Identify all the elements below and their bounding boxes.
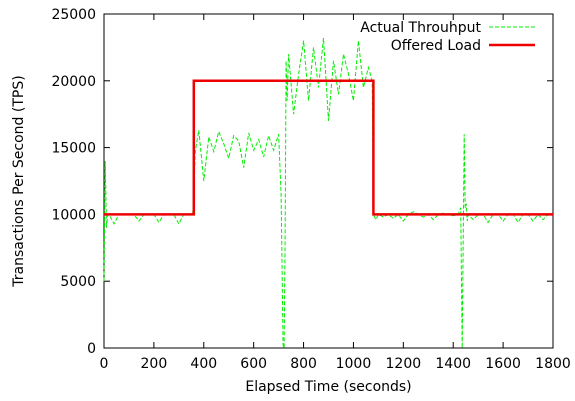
series-line-actual-throughput [103,37,553,349]
x-axis-label: Elapsed Time (seconds) [245,379,411,395]
y-axis-label: Transactions Per Second (TPS) [11,75,27,287]
y-tick-label: 0 [87,341,96,357]
plot-frame [103,13,554,349]
x-tick-label: 1800 [535,356,571,372]
x-tick-label: 0 [100,356,109,372]
x-tick-label: 800 [290,356,317,372]
y-tick-label: 5000 [60,274,96,290]
x-tick-label: 1400 [435,356,471,372]
x-tick-label: 400 [190,356,217,372]
y-tick-label: 10000 [51,207,96,223]
y-tick-label: 20000 [51,74,96,90]
y-tick-label: 15000 [51,141,96,157]
x-tick-label: 1200 [386,356,422,372]
legend-label: Actual Throuhput [360,20,481,36]
series-layer [103,37,553,349]
x-tick-label: 1000 [336,356,372,372]
x-tick-label: 600 [240,356,267,372]
y-tick-label: 25000 [51,7,96,23]
x-axis: 0 200 400 600 800 1000 1200 1400 1600 1800 [100,14,571,372]
plot-area [103,13,554,349]
series-line-offered-load [104,79,553,216]
x-tick-label: 200 [141,356,168,372]
legend-label: Offered Load [391,38,481,54]
legend: Actual Throuhput Offered Load [360,20,535,54]
y-axis: 0 5000 10000 15000 20000 25000 [51,7,553,357]
x-tick-label: 1600 [485,356,521,372]
